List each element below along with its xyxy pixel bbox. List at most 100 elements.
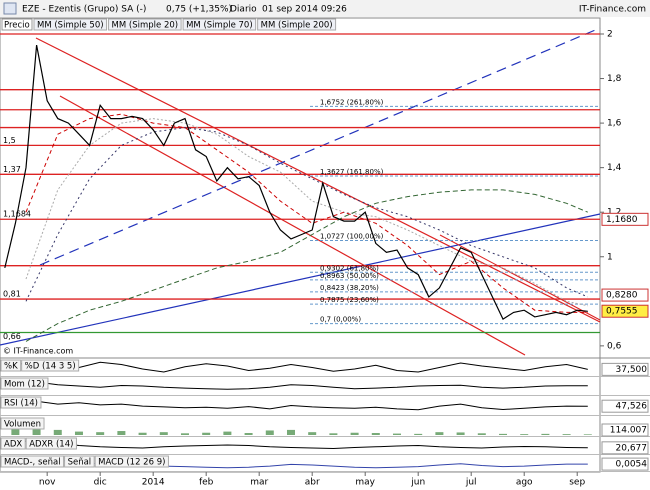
x-tick-label: 2014 [142,478,165,488]
chart-title: EZE - Ezentis (Grupo) SA (-) [22,5,146,15]
value-box [601,457,649,471]
y-tick-label: 0,6 [607,341,622,351]
panel-legend-label: %K [4,362,18,372]
volume-bar [308,432,317,435]
panel-legend-box [64,455,95,468]
header-bar [0,0,650,17]
quote: 0,75 (+1,35%) [166,5,232,15]
volume-bar [202,432,211,435]
y-tick-label: 1,4 [607,163,622,173]
fib-label: 1,0727 (100,00%) [320,233,384,241]
volume-bar [499,433,508,435]
panel-legend-label: %D (14 3 5) [25,362,76,372]
volume-bar [244,433,253,435]
legend-tab[interactable] [257,18,337,31]
volume-bar [74,431,83,435]
tab [1,18,33,31]
panel-legend-label: MACD (12 26 9) [98,458,165,468]
volume-bar [392,433,401,435]
icon[interactable] [3,2,17,15]
series-line [25,127,588,302]
volume-bar [223,431,232,435]
volume-bar [520,434,529,435]
value-box [601,362,649,376]
legend-tab[interactable] [108,18,182,31]
legend-label: MM (Simple 200) [261,21,333,31]
trend-line [0,213,601,346]
panel-legend-label: Volumen [4,420,41,430]
period: Diario [230,5,257,15]
legend-tab[interactable] [182,18,257,31]
value-box-label: 37,500 [616,365,648,375]
legend-label: MM (Simple 50) [37,21,104,31]
panel-legend-label: MACD-, señal [4,458,61,468]
trend-line [59,95,526,356]
panel-legend-box [0,417,45,430]
panel-legend-box [0,437,26,450]
volume-bar [477,433,486,435]
price-box-label: 0,8280 [606,291,638,301]
indicator-line [15,380,588,390]
value-box [601,423,649,437]
y-tick-label: 1,6 [607,119,622,129]
tab-label: Precio [4,21,30,31]
series-line [25,189,588,342]
price-box [601,304,649,318]
fib-label: 0,9302 (61,80%) [320,264,379,272]
trend-line [39,27,601,266]
indicator-line [15,439,588,450]
volume-bar [350,432,359,435]
y-tick-label: 1 [607,252,613,262]
x-tick-label: ago [516,478,533,488]
x-tick-label: jun [410,478,425,488]
volume-bar [96,432,105,435]
value-box [601,399,649,413]
price-box-label: 0,7555 [606,307,638,317]
value-box-label: 114.007 [610,426,647,436]
price-box-label: 1,1680 [606,215,638,225]
panel-legend-label: ADX [4,440,22,450]
source: IT-Finance.com [579,5,646,15]
y-tick-label: 1,2 [607,208,621,218]
x-tick-label: mar [250,478,268,488]
volume-bar [117,431,126,435]
level-label: 0,81 [3,290,21,299]
volume-bar [562,434,571,435]
date: 01 sep 2014 09:26 [262,5,347,15]
volume-bar [371,433,380,435]
volume-bar [541,433,550,435]
value-box-label: 0,0054 [616,460,648,470]
panel-legend-label: Mom (12) [4,380,45,390]
level-label: 1,5 [3,136,16,145]
volume-bar [32,424,41,435]
value-box [601,441,649,455]
y-tick-label: 2 [607,29,613,39]
legend-label: MM (Simple 70) [186,21,253,31]
x-tick-label: may [355,478,375,488]
panel-legend-box [0,359,22,372]
volume-bar [583,434,592,435]
x-tick-label: feb [199,478,214,488]
fib-label: 0,8423 (38,20%) [320,284,379,292]
volume-bar [456,432,465,435]
volume-bar [265,430,274,435]
panel-legend-label: ADXR (14) [29,440,73,450]
fib-label: 0,7875 (23,60%) [320,296,379,304]
panel-legend-label: RSI (14) [4,399,38,409]
price-box [601,288,649,302]
trend-line [439,234,601,321]
trend-line [35,37,601,323]
watermark: © IT-Finance.com [3,347,73,356]
fib-label: 1,3627 (161,80%) [320,168,384,176]
legend-tab[interactable] [33,18,108,31]
indicator-line [15,399,588,411]
series-line [4,44,588,320]
level-label: 1,37 [3,165,21,174]
x-tick-label: sep [569,478,585,488]
volume-bar [159,432,168,435]
fib-label: 0,7 (0,00%) [320,316,361,324]
series-line [25,118,588,307]
value-box-label: 20,677 [616,443,648,453]
